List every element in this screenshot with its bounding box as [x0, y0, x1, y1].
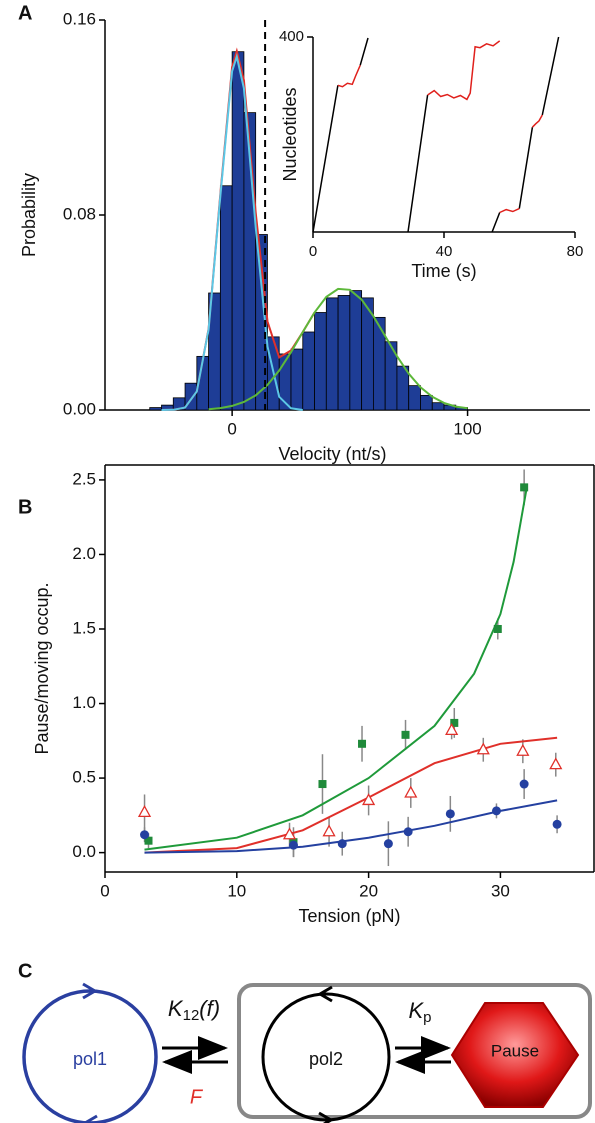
rate-label: Kp: [408, 998, 431, 1026]
bar: [149, 407, 162, 411]
pol2-label: pol2: [309, 1049, 343, 1069]
point: [404, 785, 418, 798]
panel-label: A: [18, 2, 32, 24]
point: [493, 624, 502, 633]
bar: [337, 295, 351, 411]
pol1-cycle: [22, 989, 158, 1123]
x-tick-label: 100: [453, 419, 481, 438]
point: [516, 743, 530, 756]
point: [519, 779, 529, 789]
y-tick-label: 0.16: [63, 9, 96, 28]
y-tick-label: 0.5: [72, 768, 96, 787]
panel-label: C: [18, 960, 32, 982]
trace: [337, 40, 543, 214]
rate-label: K12(f): [168, 996, 220, 1024]
cycle-arrow: [82, 982, 98, 1123]
pol1-label: pol1: [73, 1049, 107, 1069]
point: [140, 830, 150, 840]
point: [403, 827, 413, 837]
x-axis-label: Velocity (nt/s): [278, 444, 386, 464]
point: [288, 840, 298, 850]
y-axis-label: Nucleotides: [280, 87, 300, 181]
bar: [231, 51, 245, 411]
pol2-cycle: [261, 992, 391, 1122]
point: [445, 723, 459, 736]
fit-curve: [144, 487, 528, 851]
pause-hexagon: [450, 1002, 580, 1108]
point: [318, 780, 327, 789]
y-axis-label: Probability: [19, 173, 39, 257]
force-label: F: [190, 1086, 204, 1108]
point: [282, 827, 297, 840]
x-tick-label: 80: [567, 243, 584, 260]
point: [322, 824, 336, 837]
point: [401, 730, 410, 739]
bar: [349, 290, 363, 411]
y-tick-label: 0.08: [63, 204, 96, 223]
panel-label: B: [18, 496, 32, 518]
fit-curve: [144, 736, 558, 854]
x-axis-label: Tension (pN): [298, 906, 400, 926]
x-tick-label: 10: [227, 881, 246, 900]
point: [358, 739, 367, 748]
point: [520, 483, 529, 492]
point: [549, 757, 563, 770]
state-box: [237, 983, 592, 1119]
x-tick-label: 0: [309, 243, 317, 260]
cycle-arrow: [318, 985, 333, 1123]
bar: [325, 297, 339, 411]
point: [552, 819, 562, 829]
bar: [420, 394, 433, 411]
point: [476, 742, 490, 755]
y-tick-label: 2.5: [72, 469, 96, 488]
x-tick-label: 30: [491, 881, 510, 900]
x-tick-label: 40: [436, 243, 453, 260]
x-tick-label: 0: [227, 419, 236, 438]
trace: [312, 36, 560, 233]
pause-label: Pause: [491, 1041, 539, 1060]
bar: [408, 385, 421, 411]
point: [445, 809, 455, 819]
y-tick-label: 400: [279, 28, 304, 45]
point: [144, 836, 153, 845]
x-axis-label: Time (s): [411, 261, 476, 281]
point: [383, 839, 393, 849]
bar: [290, 348, 304, 411]
x-tick-label: 20: [359, 881, 378, 900]
y-tick-label: 1.0: [72, 693, 96, 712]
point: [137, 805, 152, 818]
bar: [219, 185, 233, 411]
point: [450, 718, 459, 727]
bar: [302, 331, 315, 411]
y-tick-label: 2.0: [72, 544, 96, 563]
point: [337, 839, 347, 849]
y-tick-label: 1.5: [72, 618, 96, 637]
y-tick-label: 0.0: [72, 842, 96, 861]
bar: [431, 402, 445, 411]
fit-curve: [208, 287, 468, 411]
y-tick-label: 0.00: [63, 399, 96, 418]
point: [362, 793, 376, 806]
point: [491, 806, 501, 816]
y-axis-label: Pause/moving occup.: [32, 582, 52, 754]
bar: [314, 312, 327, 411]
diagram: pol1 K12(f) F pol2 Kp Pause: [22, 982, 592, 1123]
fit-curve: [161, 52, 303, 411]
x-tick-label: 0: [100, 881, 109, 900]
